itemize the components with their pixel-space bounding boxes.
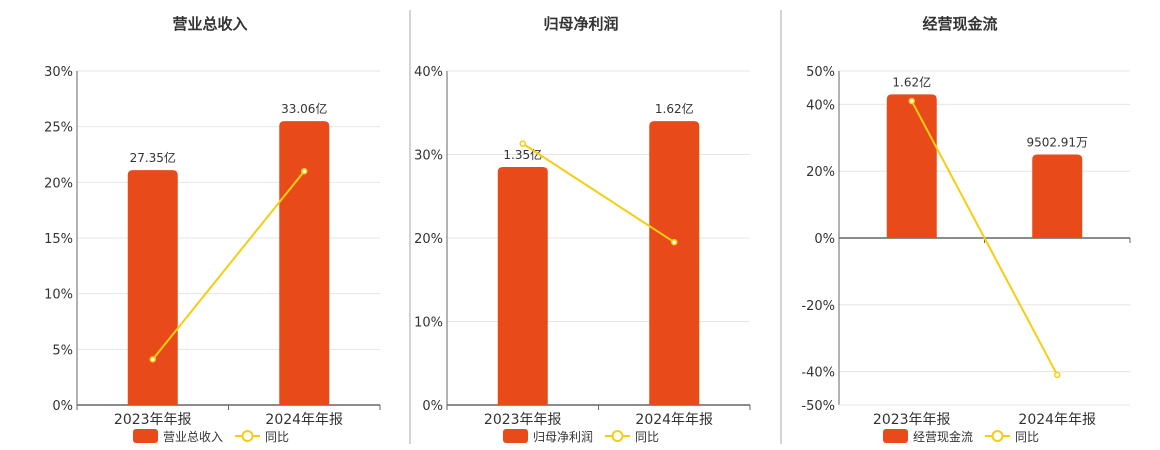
bar[interactable] bbox=[279, 121, 330, 405]
line-point[interactable] bbox=[519, 140, 526, 147]
y-tick-label: 0% bbox=[814, 232, 835, 247]
bar[interactable] bbox=[1032, 154, 1083, 239]
line-point[interactable] bbox=[301, 167, 308, 175]
y-tick-label: 5% bbox=[52, 343, 73, 358]
y-tick-label: 50% bbox=[806, 65, 835, 80]
x-category-label: 2023年年报 bbox=[873, 412, 951, 428]
y-tick-label: 10% bbox=[414, 316, 443, 331]
y-tick-label: -40% bbox=[801, 366, 835, 381]
legend-bar-label: 经营现金流 bbox=[913, 429, 973, 444]
chart-title: 归母净利润 bbox=[543, 15, 618, 33]
line-point[interactable] bbox=[908, 97, 915, 105]
legend-bar-swatch[interactable] bbox=[883, 429, 908, 443]
bar-data-label: 9502.91万 bbox=[1026, 136, 1088, 150]
yoy-line bbox=[151, 170, 306, 360]
y-tick-label: 15% bbox=[44, 232, 73, 247]
bar[interactable] bbox=[886, 94, 937, 238]
x-category-label: 2024年年报 bbox=[635, 412, 713, 428]
y-tick-label: 40% bbox=[806, 98, 835, 113]
yoy-line bbox=[910, 100, 1059, 376]
x-category-label: 2024年年报 bbox=[265, 412, 343, 428]
bar[interactable] bbox=[127, 170, 178, 405]
chart-title: 营业总收入 bbox=[172, 15, 247, 33]
legend-bar-swatch[interactable] bbox=[133, 429, 158, 443]
legend-bar-label: 归母净利润 bbox=[533, 430, 593, 444]
bar[interactable] bbox=[649, 121, 700, 405]
legend-line-label: 同比 bbox=[635, 430, 659, 444]
x-category-label: 2023年年报 bbox=[114, 412, 192, 428]
y-tick-label: 30% bbox=[414, 149, 443, 164]
legend-line-label: 同比 bbox=[265, 430, 289, 444]
y-tick-label: 20% bbox=[806, 165, 835, 180]
y-tick-label: 0% bbox=[422, 399, 443, 414]
x-category-label: 2023年年报 bbox=[484, 412, 562, 428]
y-tick-label: 25% bbox=[44, 121, 73, 136]
legend-line-marker bbox=[991, 430, 1004, 442]
y-tick-label: 10% bbox=[44, 288, 73, 303]
bar[interactable] bbox=[497, 167, 548, 405]
yoy-line bbox=[522, 142, 675, 244]
y-tick-label: 20% bbox=[44, 176, 73, 191]
legend-bar-swatch[interactable] bbox=[503, 429, 528, 443]
chart-title: 经营现金流 bbox=[922, 15, 997, 33]
legend-bar-label: 营业总收入 bbox=[163, 430, 223, 444]
bar-data-label: 33.06亿 bbox=[281, 101, 327, 116]
y-tick-label: 0% bbox=[52, 399, 73, 414]
legend-line-marker bbox=[611, 430, 624, 442]
legend-line-marker bbox=[241, 430, 254, 442]
legend-line-label: 同比 bbox=[1015, 430, 1039, 444]
y-tick-label: -20% bbox=[801, 299, 835, 314]
y-tick-label: -50% bbox=[801, 399, 835, 414]
y-tick-label: 20% bbox=[414, 232, 443, 247]
line-point[interactable] bbox=[1054, 371, 1061, 379]
y-tick-label: 30% bbox=[44, 65, 73, 80]
bar-data-label: 1.62亿 bbox=[655, 101, 694, 116]
bar-data-label: 1.62亿 bbox=[892, 74, 931, 89]
bar-data-label: 1.35亿 bbox=[503, 147, 542, 162]
x-category-label: 2024年年报 bbox=[1018, 412, 1096, 428]
line-point[interactable] bbox=[149, 356, 156, 363]
y-tick-label: 40% bbox=[414, 65, 443, 80]
bar-data-label: 27.35亿 bbox=[130, 150, 176, 165]
line-point[interactable] bbox=[671, 238, 678, 246]
